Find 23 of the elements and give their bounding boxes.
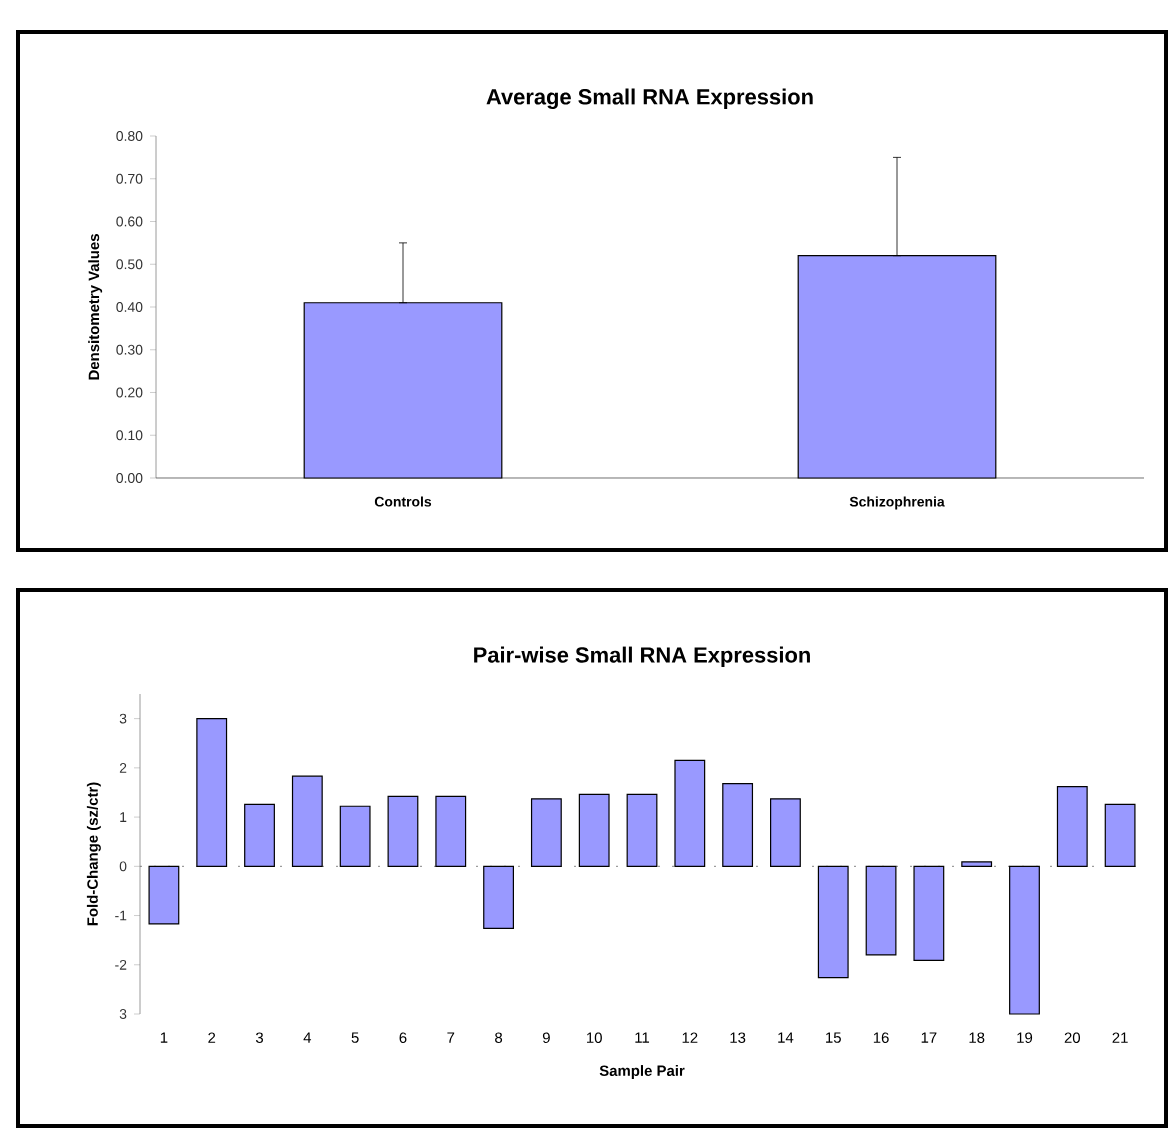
bar	[1056, 785, 1088, 867]
bar	[961, 861, 993, 867]
chart-title: Pair-wise Small RNA Expression	[474, 646, 810, 667]
bar	[722, 783, 754, 867]
bar	[817, 865, 849, 979]
bar	[244, 803, 275, 867]
bar	[1104, 803, 1136, 867]
bar	[148, 865, 180, 925]
chart-title: Average Small RNA Expression	[486, 88, 813, 110]
bar	[578, 793, 610, 867]
bar	[626, 793, 658, 867]
bar	[483, 865, 514, 929]
bar	[435, 795, 467, 867]
bar	[339, 805, 371, 867]
bar	[196, 718, 228, 867]
bar	[913, 865, 945, 961]
bar	[674, 759, 706, 867]
bar	[387, 795, 419, 867]
bar	[291, 775, 323, 867]
bar	[770, 798, 801, 867]
bar	[530, 798, 562, 867]
bar	[865, 865, 897, 956]
bar	[1009, 865, 1040, 1015]
